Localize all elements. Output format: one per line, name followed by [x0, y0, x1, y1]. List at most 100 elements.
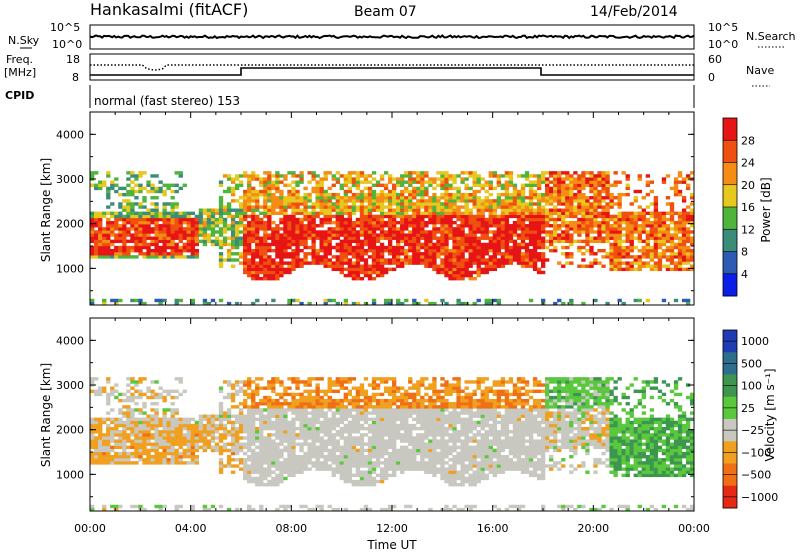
- heatmap-cell: [126, 171, 131, 175]
- heatmap-cell: [355, 461, 361, 465]
- heatmap-cell: [251, 261, 256, 265]
- heatmap-cell: [134, 298, 139, 303]
- heatmap-cell: [408, 205, 413, 209]
- heatmap-cell: [617, 239, 622, 244]
- heatmap-cell: [351, 445, 357, 450]
- heatmap-cell: [174, 411, 179, 415]
- heatmap-cell: [331, 445, 336, 450]
- heatmap-cell: [565, 192, 570, 197]
- heatmap-cell: [222, 189, 228, 194]
- heatmap-cell: [464, 245, 469, 250]
- heatmap-cell: [98, 255, 103, 259]
- heatmap-cell: [428, 208, 433, 212]
- heatmap-cell: [396, 211, 401, 216]
- heatmap-cell: [472, 236, 477, 240]
- heatmap-cell: [190, 461, 195, 465]
- heatmap-cell: [355, 430, 361, 434]
- heatmap-cell: [126, 248, 131, 253]
- heatmap-cell: [581, 205, 586, 209]
- heatmap-cell: [138, 380, 143, 384]
- heatmap-cell: [355, 174, 361, 178]
- heatmap-cell: [335, 458, 340, 462]
- heatmap-cell: [130, 217, 135, 222]
- heatmap-cell: [238, 442, 244, 446]
- heatmap-cell: [661, 224, 667, 228]
- heatmap-cell: [339, 174, 344, 178]
- heatmap-cell: [251, 433, 256, 437]
- heatmap-cell: [315, 458, 320, 462]
- heatmap-cell: [118, 411, 123, 415]
- heatmap-cell: [327, 442, 332, 446]
- heatmap-cell: [275, 442, 280, 446]
- heatmap-cell: [323, 454, 328, 459]
- heatmap-cell: [162, 208, 167, 212]
- power-ytick-label: 3000: [56, 173, 84, 186]
- heatmap-cell: [138, 211, 143, 216]
- heatmap-cell: [496, 192, 502, 197]
- heatmap-cell: [255, 430, 260, 434]
- heatmap-cell: [98, 227, 103, 231]
- heatmap-cell: [613, 233, 618, 237]
- heatmap-cell: [565, 183, 570, 188]
- heatmap-cell: [416, 180, 421, 184]
- freq-tick-bottom: 8: [72, 71, 79, 84]
- heatmap-cell: [597, 220, 602, 225]
- heatmap-cell: [259, 211, 264, 216]
- heatmap-cell: [432, 196, 437, 200]
- heatmap-cell: [565, 174, 570, 178]
- heatmap-cell: [319, 454, 324, 459]
- heatmap-cell: [166, 202, 171, 206]
- heatmap-cell: [460, 236, 465, 240]
- heatmap-cell: [653, 211, 659, 216]
- heatmap-cell: [464, 242, 469, 247]
- heatmap-cell: [549, 192, 554, 197]
- heatmap-cell: [138, 298, 143, 303]
- heatmap-cell: [335, 261, 340, 265]
- heatmap-cell: [299, 301, 304, 306]
- heatmap-cell: [190, 454, 195, 459]
- heatmap-cell: [98, 417, 103, 422]
- heatmap-cell: [392, 177, 397, 181]
- heatmap-cell: [428, 211, 433, 216]
- heatmap-cell: [106, 461, 111, 465]
- heatmap-cell: [456, 199, 461, 203]
- heatmap-cell: [303, 261, 308, 265]
- heatmap-cell: [287, 183, 292, 188]
- heatmap-cell: [408, 177, 413, 181]
- heatmap-cell: [649, 224, 655, 228]
- heatmap-cell: [323, 214, 328, 219]
- heatmap-cell: [440, 252, 445, 256]
- heatmap-cell: [106, 430, 111, 434]
- heatmap-cell: [303, 199, 308, 203]
- heatmap-cell: [90, 433, 95, 437]
- heatmap-cell: [371, 208, 377, 212]
- heatmap-cell: [524, 205, 530, 209]
- heatmap-cell: [601, 208, 606, 212]
- heatmap-cell: [347, 433, 353, 437]
- heatmap-cell: [609, 236, 614, 240]
- heatmap-cell: [90, 248, 95, 253]
- heatmap-cell: [347, 408, 353, 412]
- heatmap-cell: [255, 426, 260, 431]
- heatmap-cell: [226, 214, 232, 219]
- heatmap-cell: [653, 248, 659, 253]
- heatmap-cell: [577, 199, 582, 203]
- heatmap-cell: [605, 192, 610, 197]
- heatmap-cell: [625, 252, 630, 256]
- heatmap-cell: [154, 433, 159, 437]
- heatmap-cell: [247, 479, 252, 484]
- heatmap-cell: [641, 224, 646, 228]
- heatmap-cell: [565, 255, 570, 259]
- heatmap-cell: [118, 236, 123, 240]
- heatmap-cell: [190, 224, 195, 228]
- heatmap-cell: [234, 214, 240, 219]
- heatmap-cell: [315, 214, 320, 219]
- heatmap-cell: [500, 211, 506, 216]
- heatmap-cell: [661, 217, 667, 222]
- heatmap-cell: [118, 255, 123, 259]
- heatmap-cell: [400, 236, 405, 240]
- heatmap-cell: [387, 208, 393, 212]
- heatmap-cell: [468, 214, 473, 219]
- heatmap-cell: [593, 211, 598, 216]
- heatmap-cell: [371, 202, 377, 206]
